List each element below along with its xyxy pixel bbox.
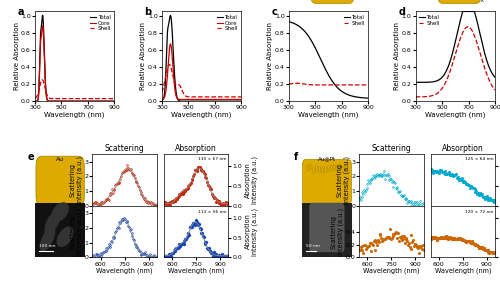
X-axis label: Wavelength (nm): Wavelength (nm) xyxy=(434,268,491,275)
Ellipse shape xyxy=(336,165,338,171)
Legend: Total, Shell: Total, Shell xyxy=(344,14,365,26)
Ellipse shape xyxy=(324,166,326,173)
X-axis label: Wavelength (nm): Wavelength (nm) xyxy=(44,112,105,118)
Ellipse shape xyxy=(310,163,312,169)
Y-axis label: Relative Absorption: Relative Absorption xyxy=(268,22,274,90)
Text: e: e xyxy=(28,152,34,162)
Text: f: f xyxy=(294,152,298,162)
Ellipse shape xyxy=(306,165,309,171)
Ellipse shape xyxy=(52,202,69,222)
Text: 120 × 72 nm: 120 × 72 nm xyxy=(464,210,493,214)
Text: Au: Au xyxy=(56,157,64,162)
X-axis label: Wavelength (nm): Wavelength (nm) xyxy=(298,112,358,118)
Text: b: b xyxy=(144,7,152,17)
Y-axis label: Scattering
Intensity (a.u.): Scattering Intensity (a.u.) xyxy=(330,208,344,256)
X-axis label: Wavelength (nm): Wavelength (nm) xyxy=(172,112,232,118)
Y-axis label: Scattering
Intensity (a.u.): Scattering Intensity (a.u.) xyxy=(70,208,83,256)
X-axis label: Wavelength (nm): Wavelength (nm) xyxy=(96,268,153,275)
Text: c: c xyxy=(272,7,277,17)
Ellipse shape xyxy=(333,164,336,170)
Ellipse shape xyxy=(342,166,344,172)
Y-axis label: Relative Absorption: Relative Absorption xyxy=(14,22,20,90)
Ellipse shape xyxy=(316,166,318,172)
Title: Scattering: Scattering xyxy=(372,144,411,153)
Text: 113 × 56 nm: 113 × 56 nm xyxy=(198,210,226,214)
Y-axis label: Absorption
Intensity (a.u.): Absorption Intensity (a.u.) xyxy=(245,156,258,204)
X-axis label: Wavelength (nm): Wavelength (nm) xyxy=(425,112,486,118)
Ellipse shape xyxy=(40,226,56,252)
Y-axis label: Absorption
Intensity (a.u.): Absorption Intensity (a.u.) xyxy=(245,208,258,256)
Legend: Total, Shell: Total, Shell xyxy=(418,14,440,26)
Legend: Total, Core, Shell: Total, Core, Shell xyxy=(90,14,112,32)
Text: 100 nm: 100 nm xyxy=(39,244,56,248)
Y-axis label: Relative Absorption: Relative Absorption xyxy=(394,22,400,90)
Ellipse shape xyxy=(339,163,342,170)
Ellipse shape xyxy=(44,210,60,234)
Y-axis label: Scattering
Intensity (a.u.): Scattering Intensity (a.u.) xyxy=(336,156,349,204)
Text: 130 × 67 nm: 130 × 67 nm xyxy=(198,157,226,161)
Title: Absorption: Absorption xyxy=(442,144,484,153)
Ellipse shape xyxy=(327,166,330,172)
Y-axis label: Scattering
Intensity (a.u.): Scattering Intensity (a.u.) xyxy=(70,156,83,204)
Y-axis label: Relative Absorption: Relative Absorption xyxy=(140,22,146,90)
Text: d: d xyxy=(398,7,405,17)
FancyBboxPatch shape xyxy=(36,156,84,206)
Ellipse shape xyxy=(321,167,324,173)
Ellipse shape xyxy=(318,167,321,173)
Ellipse shape xyxy=(56,226,74,247)
X-axis label: Wavelength (nm): Wavelength (nm) xyxy=(363,268,420,275)
Title: Absorption: Absorption xyxy=(175,144,217,153)
Ellipse shape xyxy=(330,165,332,171)
FancyBboxPatch shape xyxy=(310,203,344,252)
FancyBboxPatch shape xyxy=(302,159,352,205)
Bar xyxy=(302,203,352,257)
Title: Scattering: Scattering xyxy=(105,144,144,153)
Text: a: a xyxy=(18,7,24,17)
X-axis label: Wavelength (nm): Wavelength (nm) xyxy=(168,268,224,275)
Ellipse shape xyxy=(312,168,315,174)
Text: 125 × 64 nm: 125 × 64 nm xyxy=(464,157,493,161)
Bar xyxy=(35,203,86,257)
Text: Au@Pt: Au@Pt xyxy=(318,156,336,161)
Text: 50 nm: 50 nm xyxy=(306,244,320,248)
Ellipse shape xyxy=(345,162,348,168)
Legend: Total, Core, Shell: Total, Core, Shell xyxy=(216,14,238,32)
